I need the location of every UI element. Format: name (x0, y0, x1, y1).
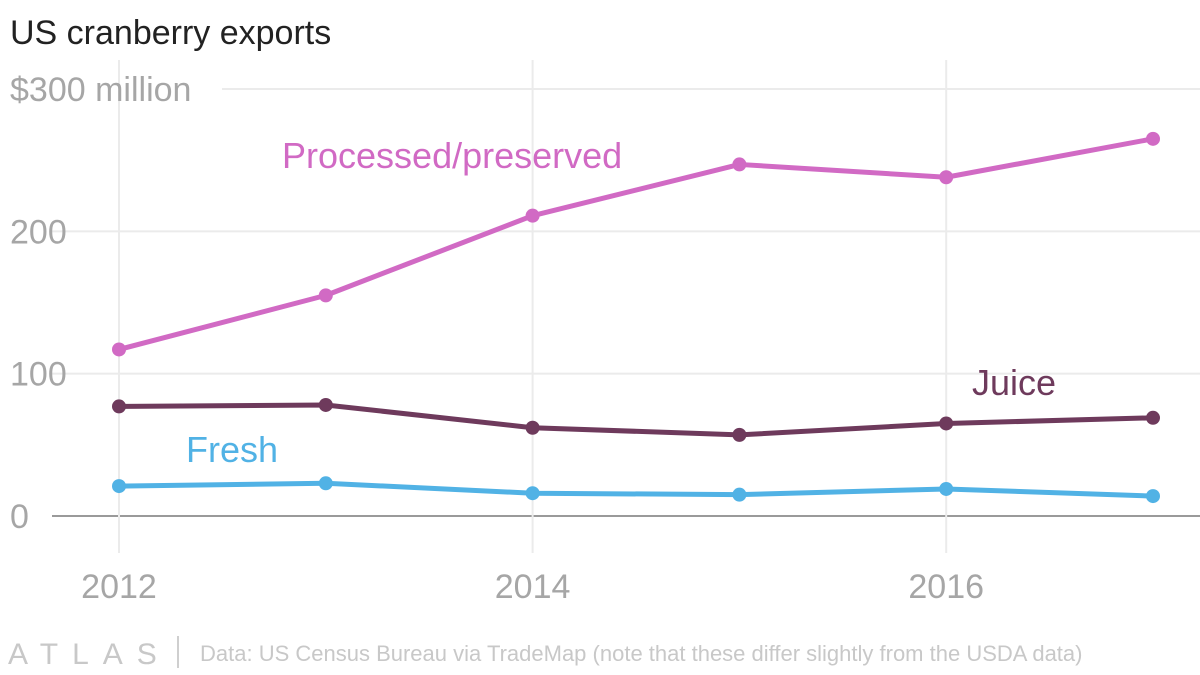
data-point-fresh (939, 481, 954, 496)
series-line-processed-preserved (116, 136, 1156, 352)
data-point-fresh (732, 487, 747, 502)
series-label-processed-preserved: Processed/preserved (282, 135, 622, 176)
source-note: Data: US Census Bureau via TradeMap (not… (200, 641, 1082, 666)
grid (52, 60, 1200, 553)
data-point-juice (525, 420, 540, 435)
data-point-fresh (112, 479, 126, 494)
series-label-juice: Juice (972, 362, 1056, 403)
data-point-fresh (318, 476, 333, 491)
y-tick-label: 0 (10, 498, 29, 536)
data-point-processed-preserved (112, 342, 126, 357)
y-tick-label: 100 (10, 356, 67, 394)
data-point-processed-preserved (939, 170, 954, 185)
data-point-juice (1146, 410, 1160, 425)
data-point-fresh (525, 486, 540, 501)
axes: 0 100 200 $300 million 2012 2014 2016 (10, 71, 984, 606)
data-point-processed-preserved (525, 208, 540, 223)
data-point-processed-preserved (318, 288, 333, 303)
data-point-juice (318, 397, 333, 412)
chart-title: US cranberry exports (10, 14, 331, 52)
data-point-fresh (1146, 489, 1160, 504)
data-point-juice (112, 399, 126, 414)
data-point-processed-preserved (1146, 131, 1160, 146)
series-label-fresh: Fresh (186, 429, 278, 470)
atlas-logo: ATLAS (8, 638, 171, 671)
series-labels: Processed/preserved Juice Fresh (186, 135, 1056, 470)
atlas-logo-text: ATLAS (8, 638, 171, 671)
series-line-fresh (116, 480, 1156, 499)
x-tick-label: 2014 (495, 568, 571, 606)
data-point-juice (732, 427, 747, 442)
data-point-juice (939, 416, 954, 431)
x-tick-label: 2012 (81, 568, 157, 606)
y-tick-label: 200 (10, 213, 67, 251)
data-point-processed-preserved (732, 157, 747, 172)
series (112, 131, 1160, 504)
x-tick-label: 2016 (908, 568, 984, 606)
series-line-juice (116, 402, 1156, 438)
y-tick-label: $300 million (10, 71, 191, 109)
